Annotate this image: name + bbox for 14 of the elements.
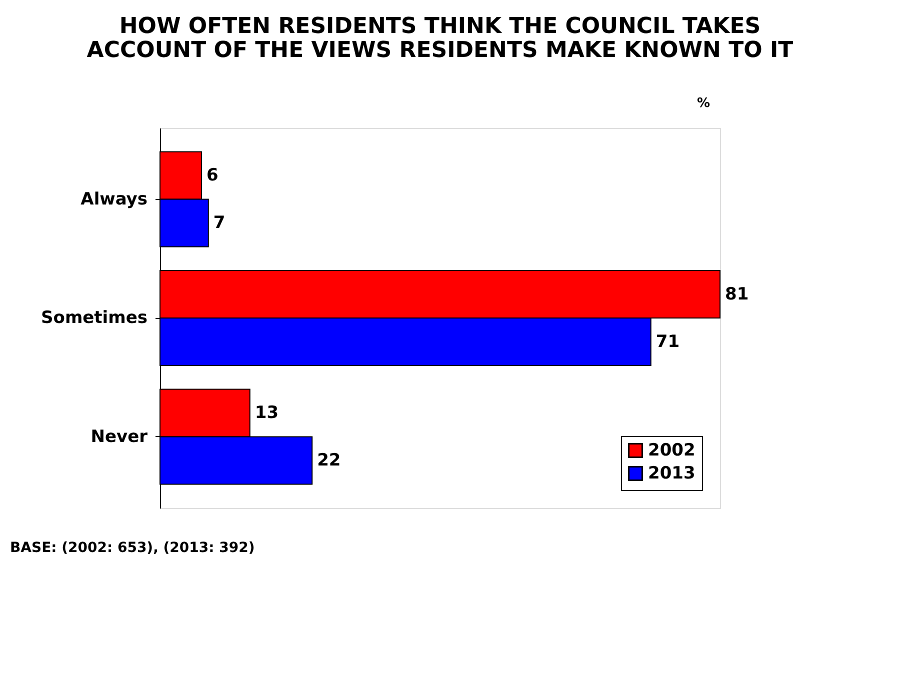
y-tick-label: Sometimes — [41, 308, 148, 328]
text: BASE: (2002: 653), (2013: 392) — [10, 540, 255, 556]
data-label: 81 — [725, 284, 749, 304]
y-tick-label: Always — [80, 189, 148, 210]
data-label: 22 — [317, 450, 341, 470]
legend-label: 2002 — [648, 440, 696, 460]
data-label: 7 — [213, 213, 226, 233]
data-label: 13 — [254, 403, 279, 423]
data-label: 6 — [206, 166, 218, 186]
data-label: 71 — [656, 332, 680, 352]
y-tick-label: Never — [90, 426, 148, 447]
text: % — [696, 96, 710, 111]
legend-label: 2013 — [648, 464, 696, 484]
chart-title: HOW OFTEN RESIDENTS THINK THE COUNCIL TAKES ACCOUNT OF THE VIEWS RESIDENTS MAKE KNOWN TO IT — [86, 14, 794, 63]
